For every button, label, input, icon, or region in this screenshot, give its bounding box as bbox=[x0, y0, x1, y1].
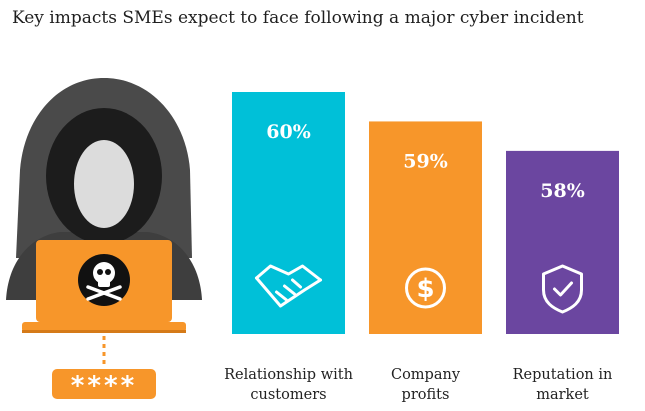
bar-2 bbox=[369, 121, 482, 335]
value-label-2: 59% bbox=[403, 150, 448, 172]
category-label-2: Company profits bbox=[391, 367, 461, 403]
handshake-icon bbox=[255, 264, 322, 308]
category-label-3: Reputation in market bbox=[513, 367, 613, 403]
shield-check-icon bbox=[542, 264, 583, 314]
dollar-coin-icon: $ bbox=[405, 267, 446, 309]
value-label-1: 60% bbox=[266, 121, 311, 143]
bar-3 bbox=[506, 150, 619, 334]
skull-crossbones-icon bbox=[86, 262, 122, 301]
chart-title: Key impacts SMEs expect to face followin… bbox=[12, 8, 584, 28]
category-label-1: Relationship with customers bbox=[224, 367, 353, 403]
bar-1 bbox=[232, 92, 345, 334]
svg-text:$: $ bbox=[416, 274, 434, 304]
password-field: **** bbox=[52, 369, 156, 401]
value-label-3: 58% bbox=[540, 180, 585, 202]
password-mask: **** bbox=[71, 371, 137, 401]
